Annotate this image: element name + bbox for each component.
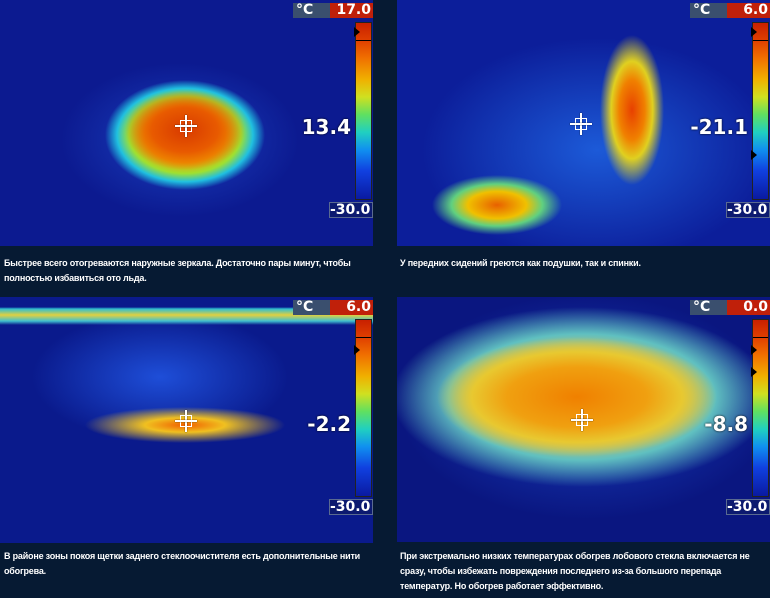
min-temp: -30.0 (329, 202, 373, 218)
caption: Быстрее всего отогреваются наружные зерк… (4, 258, 351, 283)
spot-temp: -21.1 (690, 115, 748, 139)
scale-header: °C 0.0 (690, 300, 770, 315)
crosshair-icon (175, 410, 197, 432)
unit-label: °C (690, 300, 727, 315)
thermal-picture (397, 0, 770, 246)
color-scale (354, 319, 372, 497)
min-temp: -30.0 (726, 499, 770, 515)
spot-temp: -8.8 (704, 412, 748, 436)
crosshair-icon (571, 409, 593, 431)
color-scale (354, 22, 372, 200)
color-scale (751, 22, 769, 200)
caption: В районе зоны покоя щетки заднего стекло… (4, 551, 360, 576)
unit-label: °C (293, 3, 330, 18)
spot-temp: 13.4 (301, 115, 351, 139)
triangle-marker-icon (751, 345, 757, 355)
triangle-marker-icon (751, 367, 757, 377)
caption: При экстремально низких температурах обо… (400, 551, 750, 591)
thermal-image-windshield: °C 0.0 -30.0 -8.8 (397, 297, 770, 542)
scale-header: °C 6.0 (690, 3, 770, 18)
triangle-marker-icon (354, 27, 360, 37)
thermal-image-mirror: °C 17.0 -30.0 13.4 (0, 0, 373, 246)
min-temp: -30.0 (329, 499, 373, 515)
scale-header: °C 6.0 (293, 300, 373, 315)
max-temp: 6.0 (330, 300, 373, 315)
scale-header: °C 17.0 (293, 3, 373, 18)
thermal-image-seats: °C 6.0 -30.0 -21.1 (397, 0, 770, 246)
thermal-image-rear-window: °C 6.0 -30.0 -2.2 (0, 297, 373, 543)
max-temp: 17.0 (330, 3, 373, 18)
min-temp: -30.0 (726, 202, 770, 218)
spot-temp: -2.2 (307, 412, 351, 436)
unit-label: °C (690, 3, 727, 18)
max-temp: 0.0 (727, 300, 770, 315)
triangle-marker-icon (354, 345, 360, 355)
thermal-picture (397, 297, 770, 542)
color-scale (751, 319, 769, 497)
unit-label: °C (293, 300, 330, 315)
triangle-marker-icon (751, 150, 757, 160)
crosshair-icon (570, 113, 592, 135)
crosshair-icon (175, 115, 197, 137)
triangle-marker-icon (751, 27, 757, 37)
max-temp: 6.0 (727, 3, 770, 18)
caption: У передних сидений греются как подушки, … (400, 258, 641, 268)
